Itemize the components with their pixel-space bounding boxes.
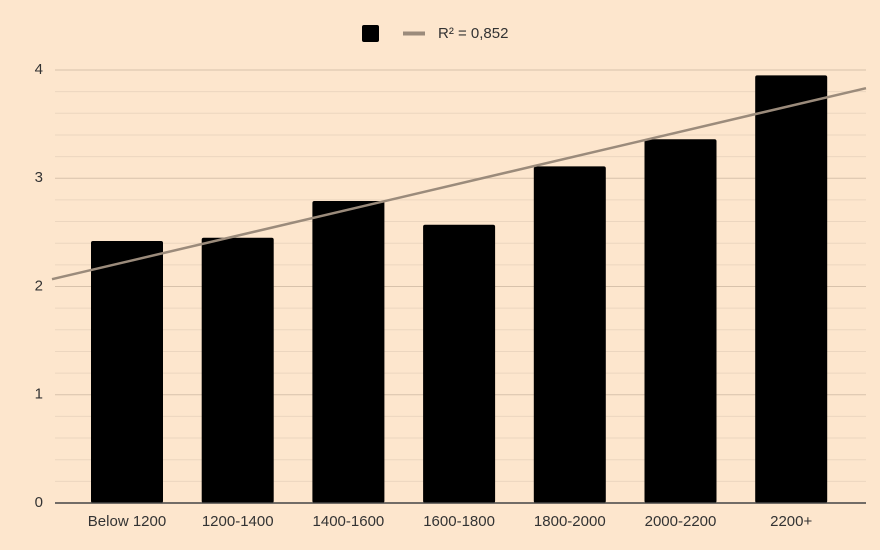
y-tick-label: 4 — [35, 61, 43, 78]
x-tick-label: 2000-2200 — [645, 513, 717, 530]
x-tick-label: 1600-1800 — [423, 513, 495, 530]
x-tick-label: 1400-1600 — [313, 513, 385, 530]
x-tick-label: 1800-2000 — [534, 513, 606, 530]
legend-label: R² = 0,852 — [438, 25, 508, 42]
x-tick-label: Below 1200 — [88, 513, 166, 530]
y-tick-label: 2 — [35, 277, 43, 294]
bar — [312, 200, 385, 504]
bar — [91, 241, 163, 503]
y-tick-label: 1 — [35, 386, 43, 403]
trendline — [51, 86, 867, 281]
y-tick-label: 0 — [35, 494, 43, 511]
bar — [201, 237, 274, 503]
x-tick-label: 1200-1400 — [202, 513, 274, 530]
bar — [533, 166, 606, 503]
bar — [644, 139, 717, 503]
x-tick-label: 2200+ — [770, 513, 812, 530]
bar — [423, 224, 496, 504]
legend-swatch — [362, 25, 379, 42]
y-tick-label: 3 — [35, 169, 43, 186]
bar — [755, 75, 828, 503]
